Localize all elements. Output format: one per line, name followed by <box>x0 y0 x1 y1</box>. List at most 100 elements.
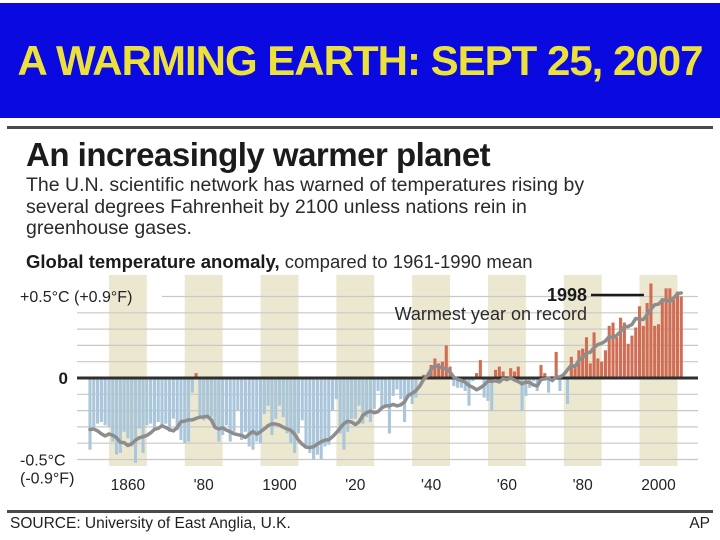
anomaly-bar <box>672 299 676 378</box>
anomaly-bar <box>653 325 657 378</box>
anomaly-bar <box>168 378 172 432</box>
anomaly-bar <box>626 343 630 378</box>
anomaly-bar <box>236 378 240 411</box>
anomaly-bar <box>660 298 664 378</box>
anomaly-bar <box>619 317 623 378</box>
credit-text: AP <box>689 515 710 532</box>
decade-band <box>336 275 375 466</box>
anomaly-bar <box>130 378 134 447</box>
anomaly-bar <box>293 378 297 453</box>
anomaly-bar <box>414 378 418 398</box>
anomaly-bar <box>353 378 357 419</box>
anomaly-bar <box>452 378 456 387</box>
anomaly-bar <box>372 378 376 409</box>
anomaly-bar <box>365 378 369 418</box>
anomaly-bar <box>202 378 206 421</box>
anomaly-bar <box>171 378 175 419</box>
anomaly-bar <box>638 306 642 378</box>
y-label-top: +0.5°C (+0.9°F) <box>20 289 132 306</box>
source-row: SOURCE: University of East Anglia, U.K. … <box>10 515 710 533</box>
anomaly-bar <box>122 378 126 432</box>
infographic-headline: An increasingly warmer planet <box>26 136 491 173</box>
anomaly-bar <box>630 335 634 378</box>
anomaly-bar <box>622 322 626 378</box>
anomaly-bar <box>217 378 221 442</box>
anomaly-bar <box>334 378 338 400</box>
anomaly-bar <box>114 378 119 455</box>
anomaly-bar <box>274 378 278 419</box>
anomaly-bar <box>331 378 335 411</box>
anomaly-chart-svg: +0.5°C (+0.9°F) 0 -0.5°C(-0.9°F) 1860 '80 190… <box>20 275 698 494</box>
chart-heading: Global temperature anomaly, compared to … <box>26 251 533 273</box>
anomaly-bar <box>584 337 589 378</box>
decade-band <box>260 275 299 466</box>
anomaly-bar <box>603 350 607 378</box>
anomaly-bars <box>88 283 683 463</box>
anomaly-bar <box>406 378 410 396</box>
anomaly-bar <box>92 378 96 427</box>
anomaly-bar <box>160 378 164 427</box>
anomaly-bar <box>296 378 300 434</box>
anomaly-bar <box>96 378 100 424</box>
anomaly-bar <box>399 378 403 400</box>
x-tick-label: '40 <box>421 477 442 494</box>
x-tick-label: '20 <box>345 477 366 494</box>
x-tick-label: '80 <box>573 477 594 494</box>
anomaly-bar <box>679 296 683 378</box>
anomaly-bar <box>270 378 274 436</box>
chart-heading-rest: compared to 1961-1990 mean <box>279 251 533 272</box>
anomaly-bar <box>285 378 289 434</box>
anomaly-bar <box>641 325 645 378</box>
anomaly-bar <box>255 378 259 442</box>
anomaly-bar <box>531 378 535 382</box>
anomaly-bar <box>232 378 236 432</box>
anomaly-bar <box>368 378 373 423</box>
anomaly-bar <box>516 366 520 378</box>
anomaly-bar <box>493 369 498 378</box>
anomaly-bar <box>319 378 323 460</box>
x-axis-labels: 1860 '80 1900 '20 '40 '60 '80 2000 <box>111 477 676 494</box>
anomaly-bar <box>338 378 342 434</box>
anomaly-bar <box>539 364 543 378</box>
anomaly-bar <box>634 327 638 378</box>
anomaly-bar <box>262 378 266 414</box>
anomaly-bar <box>361 378 365 424</box>
infographic-intro-text: The U.N. scientific network has warned o… <box>26 174 585 239</box>
anomaly-bar <box>649 283 653 378</box>
anomaly-bar <box>137 378 141 429</box>
anomaly-bar <box>600 361 604 378</box>
anomaly-bar <box>179 378 183 440</box>
slide-title: A WARMING EARTH: SEPT 25, 2007 <box>17 36 704 84</box>
anomaly-bar <box>410 378 414 405</box>
anomaly-bar <box>543 373 547 378</box>
anomaly-bar <box>524 378 528 396</box>
anomaly-bar <box>384 378 388 406</box>
anomaly-bar <box>103 378 107 426</box>
anomaly-bar <box>486 378 490 401</box>
x-tick-label: '60 <box>497 477 518 494</box>
anomaly-bar <box>289 378 293 444</box>
annotation-text: Warmest year on record <box>395 304 587 324</box>
anomaly-bar <box>190 378 194 393</box>
anomaly-bar <box>194 373 198 378</box>
anomaly-bar <box>221 378 225 436</box>
y-label-bottom-f: (-0.9°F) <box>20 471 74 488</box>
anomaly-bar <box>111 378 115 442</box>
anomaly-bar <box>342 378 346 450</box>
anomaly-bar <box>512 371 517 378</box>
anomaly-bar <box>156 378 160 423</box>
anomaly-bar <box>520 378 524 411</box>
anomaly-bar <box>149 378 153 424</box>
anomaly-bar <box>509 368 513 378</box>
anomaly-bar <box>456 378 460 388</box>
anomaly-bar <box>444 345 448 378</box>
y-label-zero: 0 <box>59 369 68 388</box>
anomaly-bar <box>588 363 592 378</box>
anomaly-bar <box>141 378 145 453</box>
anomaly-bar <box>475 373 479 378</box>
x-tick-label: 2000 <box>641 477 676 494</box>
anomaly-bar <box>312 378 316 460</box>
anomaly-bar <box>554 351 558 378</box>
anomaly-bar <box>133 378 138 463</box>
anomaly-bar <box>581 348 585 378</box>
